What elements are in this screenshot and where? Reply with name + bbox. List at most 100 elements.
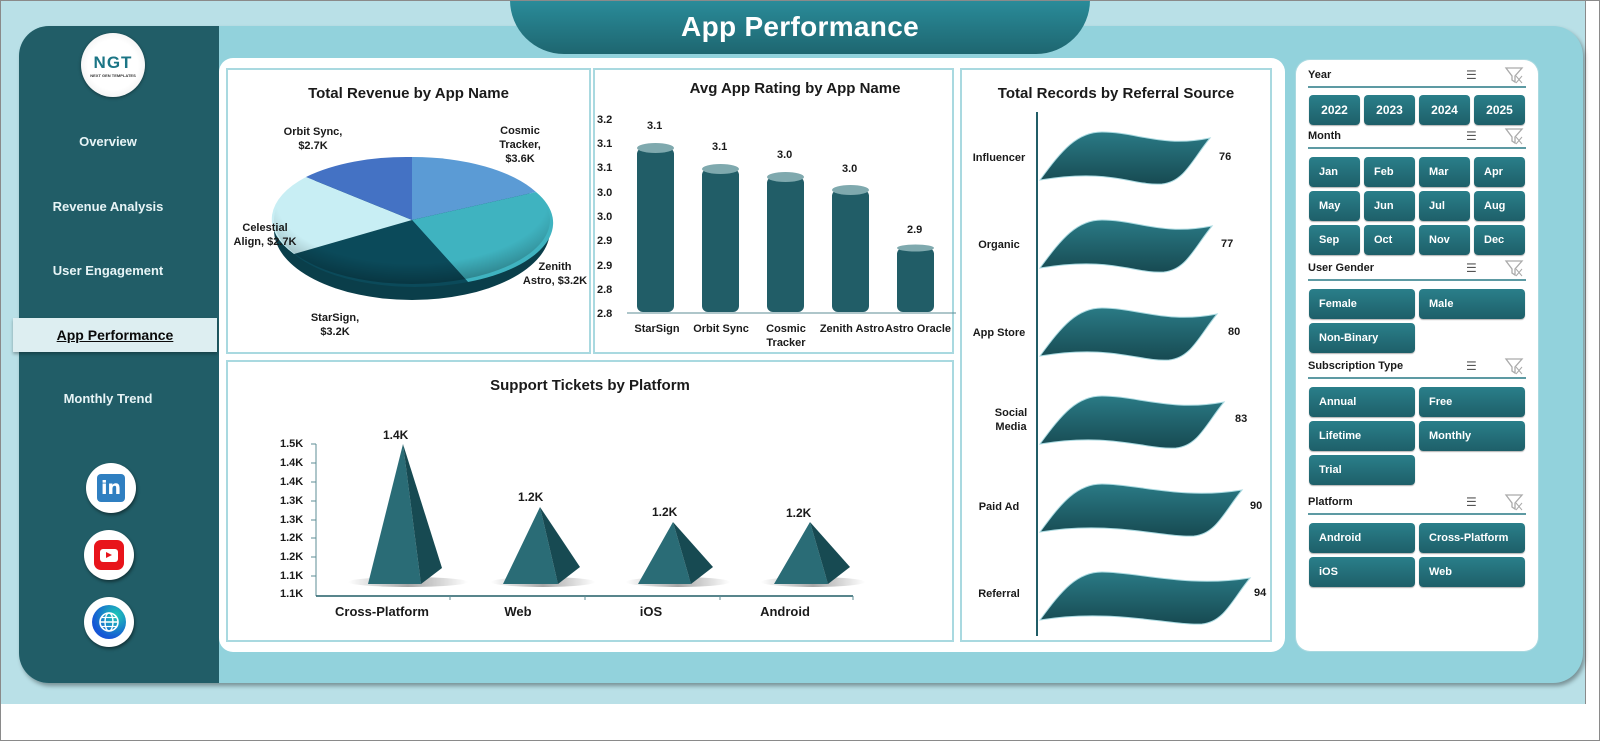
clear-filter-icon[interactable]: [1504, 357, 1524, 375]
bar-value: 1.2K: [518, 490, 544, 504]
clear-filter-icon[interactable]: [1504, 66, 1524, 84]
slicer-month-nov[interactable]: Nov: [1419, 225, 1470, 255]
sidebar-item-user-engagement[interactable]: User Engagement: [52, 263, 164, 278]
slicer-title: Subscription Type: [1308, 360, 1404, 372]
slicer-platform-cross-platform[interactable]: Cross-Platform: [1419, 523, 1525, 553]
slicer-gender-male[interactable]: Male: [1419, 289, 1525, 319]
rating-bar-chart: Avg App Rating by App Name 3.2 3.1 3.1 3…: [593, 68, 956, 354]
bar-value: 3.1: [647, 120, 663, 132]
slicer-month-mar[interactable]: Mar: [1419, 157, 1470, 187]
slicer-subscription-monthly[interactable]: Monthly: [1419, 421, 1525, 451]
sidebar-item-app-performance[interactable]: App Performance: [13, 318, 217, 352]
linkedin-button[interactable]: in: [86, 463, 136, 513]
slicer-title: Platform: [1308, 496, 1353, 508]
clear-filter-icon[interactable]: [1504, 259, 1524, 277]
slicer-month-sep[interactable]: Sep: [1309, 225, 1360, 255]
slicer-subscription-trial[interactable]: Trial: [1309, 455, 1415, 485]
logo-subtext: NEXT GEN TEMPLATES: [90, 72, 136, 78]
slicer-month-oct[interactable]: Oct: [1364, 225, 1415, 255]
slicer-year-2025[interactable]: 2025: [1474, 95, 1525, 125]
multi-select-icon[interactable]: ☰: [1466, 129, 1477, 143]
slicer-month-jul[interactable]: Jul: [1419, 191, 1470, 221]
bar-value: 1.4K: [383, 428, 409, 442]
bar-value: 94: [1254, 587, 1267, 599]
slicer-year-2023[interactable]: 2023: [1364, 95, 1415, 125]
slicer-year-2024[interactable]: 2024: [1419, 95, 1470, 125]
chart-title: Total Records by Referral Source: [997, 85, 1235, 102]
slicer-platform-web[interactable]: Web: [1419, 557, 1525, 587]
page-title: App Performance: [681, 11, 919, 42]
chart-title: Support Tickets by Platform: [490, 377, 690, 394]
slicer-month-aug[interactable]: Aug: [1474, 191, 1525, 221]
y-axis-label: Referral: [978, 588, 1020, 600]
pie-label-orbit-sync: Orbit Sync, $2.7K: [283, 126, 343, 152]
bar-value: 76: [1219, 151, 1232, 163]
bar-value: 3.1: [712, 141, 728, 153]
slicer-platform-android[interactable]: Android: [1309, 523, 1415, 553]
page-title-banner: App Performance: [510, 0, 1090, 54]
y-axis-label: Paid Ad: [978, 501, 1020, 513]
y-axis-label: Social Media: [994, 407, 1028, 433]
youtube-icon: [94, 540, 124, 570]
slicer-subscription-header: Subscription Type ☰: [1308, 357, 1526, 379]
revenue-pie-chart: Total Revenue by App Name Orbit Sync, $2.…: [226, 68, 591, 354]
pie-label-zenith-astro: Zenith Astro, $3.2K: [522, 261, 588, 287]
sidebar-item-revenue-analysis[interactable]: Revenue Analysis: [52, 199, 164, 214]
clear-filter-icon[interactable]: [1504, 493, 1524, 511]
pie-label-celestial-align: Celestial Align, $2.7K: [233, 222, 297, 248]
x-axis-label: Android: [760, 604, 810, 619]
pyramid-bars: [311, 443, 865, 600]
slicer-month-dec[interactable]: Dec: [1474, 225, 1525, 255]
bar-value: 83: [1235, 413, 1248, 425]
bar-value: 1.2K: [786, 506, 812, 520]
slicer-gender-female[interactable]: Female: [1309, 289, 1415, 319]
bar-value: 3.0: [842, 163, 858, 175]
slicer-year-header: Year ☰: [1308, 66, 1526, 88]
youtube-button[interactable]: [84, 530, 134, 580]
slicer-month-header: Month ☰: [1308, 127, 1526, 149]
cylinder-bars: [627, 143, 956, 314]
chart-title: Avg App Rating by App Name: [689, 80, 901, 97]
slicer-title: User Gender: [1308, 262, 1375, 274]
slicer-month-may[interactable]: May: [1309, 191, 1360, 221]
slicer-gender-header: User Gender ☰: [1308, 259, 1526, 281]
x-axis-label: iOS: [639, 604, 663, 619]
website-button[interactable]: [84, 597, 134, 647]
bar-value: 2.9: [907, 224, 923, 236]
slicer-year-2022[interactable]: 2022: [1309, 95, 1360, 125]
pie-graphic: [271, 156, 554, 300]
multi-select-icon[interactable]: ☰: [1466, 495, 1477, 509]
slicer-gender-non-binary[interactable]: Non-Binary: [1309, 323, 1415, 353]
chart-title: Total Revenue by App Name: [308, 85, 509, 102]
referral-bar-chart: Total Records by Referral Source Influen…: [960, 68, 1272, 642]
multi-select-icon[interactable]: ☰: [1466, 68, 1477, 82]
x-axis-label: Orbit Sync: [693, 323, 749, 335]
slicer-month-jun[interactable]: Jun: [1364, 191, 1415, 221]
sidebar-item-overview[interactable]: Overview: [79, 134, 137, 149]
bar-value: 77: [1221, 238, 1234, 250]
multi-select-icon[interactable]: ☰: [1466, 359, 1477, 373]
slicer-platform-ios[interactable]: iOS: [1309, 557, 1415, 587]
slicer-title: Month: [1308, 130, 1341, 142]
x-axis-label: Web: [504, 604, 532, 619]
sidebar: NGT NEXT GEN TEMPLATES Overview Revenue …: [13, 26, 219, 683]
multi-select-icon[interactable]: ☰: [1466, 261, 1477, 275]
y-axis-label: Organic: [978, 239, 1020, 251]
x-axis-label: StarSign: [634, 323, 680, 335]
y-axis-label: Influencer: [972, 152, 1026, 164]
pie-label-starsign: StarSign, $3.2K: [310, 312, 360, 338]
bar-value: 1.2K: [652, 505, 678, 519]
linkedin-icon: in: [97, 474, 125, 502]
slicer-month-jan[interactable]: Jan: [1309, 157, 1360, 187]
pie-label-cosmic-tracker: Cosmic Tracker, $3.6K: [499, 125, 541, 165]
bar-value: 90: [1250, 500, 1263, 512]
slicer-month-apr[interactable]: Apr: [1474, 157, 1525, 187]
slicer-subscription-free[interactable]: Free: [1419, 387, 1525, 417]
clear-filter-icon[interactable]: [1504, 127, 1524, 145]
slicer-subscription-lifetime[interactable]: Lifetime: [1309, 421, 1415, 451]
slicer-title: Year: [1308, 69, 1332, 81]
bar-value: 80: [1228, 326, 1241, 338]
sidebar-item-monthly-trend[interactable]: Monthly Trend: [63, 391, 153, 406]
slicer-subscription-annual[interactable]: Annual: [1309, 387, 1415, 417]
slicer-month-feb[interactable]: Feb: [1364, 157, 1415, 187]
